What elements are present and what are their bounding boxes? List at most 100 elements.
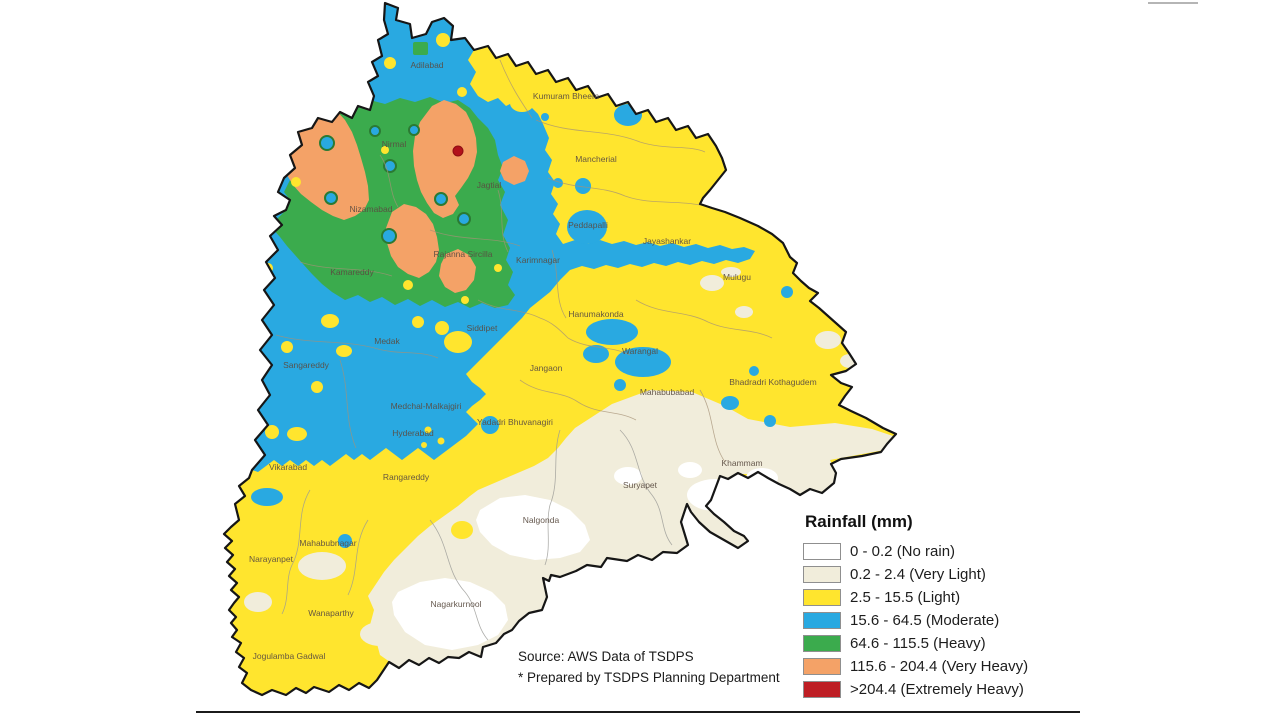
rain-cell — [444, 331, 472, 353]
source-note: Source: AWS Data of TSDPS * Prepared by … — [518, 646, 780, 688]
district-label: Siddipet — [467, 323, 498, 333]
rain-cell — [451, 521, 473, 539]
legend-item: 2.5 - 15.5 (Light) — [803, 587, 1093, 607]
legend-item-label: 15.6 - 64.5 (Moderate) — [850, 611, 1000, 629]
legend-item-label: 0 - 0.2 (No rain) — [850, 542, 956, 560]
district-label: Bhadradri Kothagudem — [729, 377, 816, 387]
legend-item-label: 115.6 - 204.4 (Very Heavy) — [850, 657, 1029, 675]
rain-cell — [265, 425, 279, 439]
state-outline — [222, 1, 898, 697]
district-label: Jogulamba Gadwal — [253, 651, 326, 661]
district-label: Wanaparthy — [308, 608, 354, 618]
district-label: Narayanpet — [249, 554, 294, 564]
legend-items: 0 - 0.2 (No rain) 0.2 - 2.4 (Very Light) 2… — [803, 541, 1093, 699]
district-label: Vikarabad — [269, 462, 307, 472]
district-label: Suryapet — [623, 480, 658, 490]
district-label: Mulugu — [723, 272, 751, 282]
district-label: Mancherial — [575, 154, 617, 164]
zone-very-light-patch — [360, 622, 400, 646]
zone-moderate-patch — [781, 286, 793, 298]
rain-cell — [436, 33, 450, 47]
district-label: Medchal-Malkajgiri — [391, 401, 462, 411]
zone-no-rain — [614, 467, 642, 485]
zone-moderate-patch — [586, 319, 638, 345]
rain-cell — [281, 341, 293, 353]
zone-very-heavy — [413, 100, 477, 218]
zone-moderate-patch — [764, 415, 776, 427]
rain-cell — [421, 442, 427, 448]
district-label: Medak — [374, 336, 400, 346]
legend-swatch — [803, 588, 841, 606]
legend-swatch — [803, 680, 841, 698]
rainfall-legend: Rainfall (mm) 0 - 0.2 (No rain) 0.2 - 2.4… — [803, 512, 1093, 702]
rain-cell — [336, 345, 352, 357]
district-labels: Adilabad Kumuram Bheem Mancherial Nirmal Jag… — [249, 60, 817, 661]
district-label: Nagarkurnool — [430, 599, 481, 609]
legend-item-label: 64.6 - 115.5 (Heavy) — [850, 634, 986, 652]
rain-cell — [424, 426, 432, 434]
corner-mark — [1148, 2, 1198, 4]
legend-item: 115.6 - 204.4 (Very Heavy) — [803, 656, 1093, 676]
district-label: Peddapalli — [568, 220, 608, 230]
district-label: Yadadri Bhuvanagiri — [477, 417, 553, 427]
district-label: Sangareddy — [283, 360, 330, 370]
legend-swatch — [803, 542, 841, 560]
district-label: Rajanna Sircilla — [433, 249, 492, 259]
rain-cell — [437, 437, 445, 445]
legend-swatch — [803, 611, 841, 629]
district-label: Khammam — [721, 458, 762, 468]
zone-no-rain — [392, 578, 508, 650]
zone-very-heavy — [386, 204, 439, 278]
district-label: Rangareddy — [383, 472, 430, 482]
district-label: Jagtial — [477, 180, 502, 190]
rain-cell — [381, 146, 389, 154]
district-label: Jayashankar — [643, 236, 691, 246]
zone-no-rain — [678, 462, 702, 478]
legend-item: 15.6 - 64.5 (Moderate) — [803, 610, 1093, 630]
rain-cell — [403, 280, 413, 290]
zone-moderate-patch — [338, 534, 352, 548]
zone-heavy-patch — [413, 42, 428, 55]
legend-swatch — [803, 634, 841, 652]
district-label: Kumuram Bheem — [533, 91, 599, 101]
district-label: Mahabubabad — [640, 387, 695, 397]
source-line: Source: AWS Data of TSDPS — [518, 649, 694, 664]
zone-very-heavy — [439, 249, 476, 293]
zone-moderate-patch — [541, 113, 549, 121]
legend-item: 0.2 - 2.4 (Very Light) — [803, 564, 1093, 584]
district-label: Jangaon — [530, 363, 563, 373]
district-label: Warangal — [622, 346, 658, 356]
legend-title: Rainfall (mm) — [805, 512, 913, 531]
zone-no-rain — [476, 495, 590, 560]
legend-swatch — [803, 565, 841, 583]
district-label: Mahabubnagar — [299, 538, 356, 548]
district-label: Karimnagar — [516, 255, 560, 265]
zone-moderate-patch — [749, 366, 759, 376]
rain-cell — [461, 296, 469, 304]
bottom-rule — [196, 711, 1080, 713]
legend-item-label: >204.4 (Extremely Heavy) — [850, 680, 1024, 698]
district-boundaries — [275, 59, 773, 463]
zone-very-light-patch — [244, 592, 272, 612]
district-label: Adilabad — [410, 60, 443, 70]
prepared-by-line: * Prepared by TSDPS Planning Department — [518, 670, 780, 685]
zone-moderate-patch — [251, 488, 283, 506]
zone-very-light-patch — [700, 275, 724, 291]
district-label: Nirmal — [382, 139, 407, 149]
zone-no-rain — [687, 479, 743, 511]
rain-cell — [457, 87, 467, 97]
zone-moderate-patch — [614, 104, 642, 126]
rain-cell — [311, 381, 323, 393]
zone-moderate-patch — [721, 396, 739, 410]
zone-very-light-patch — [298, 552, 346, 580]
rain-cell — [287, 427, 307, 441]
zone-moderate-patch — [567, 210, 607, 244]
legend-item: 64.6 - 115.5 (Heavy) — [803, 633, 1093, 653]
district-label: Nalgonda — [523, 515, 560, 525]
zone-very-heavy — [500, 156, 529, 185]
rain-cell — [291, 177, 301, 187]
district-label: Hanumakonda — [568, 309, 624, 319]
legend-swatch — [803, 657, 841, 675]
legend-item: 0 - 0.2 (No rain) — [803, 541, 1093, 561]
district-label: Kamareddy — [330, 267, 374, 277]
